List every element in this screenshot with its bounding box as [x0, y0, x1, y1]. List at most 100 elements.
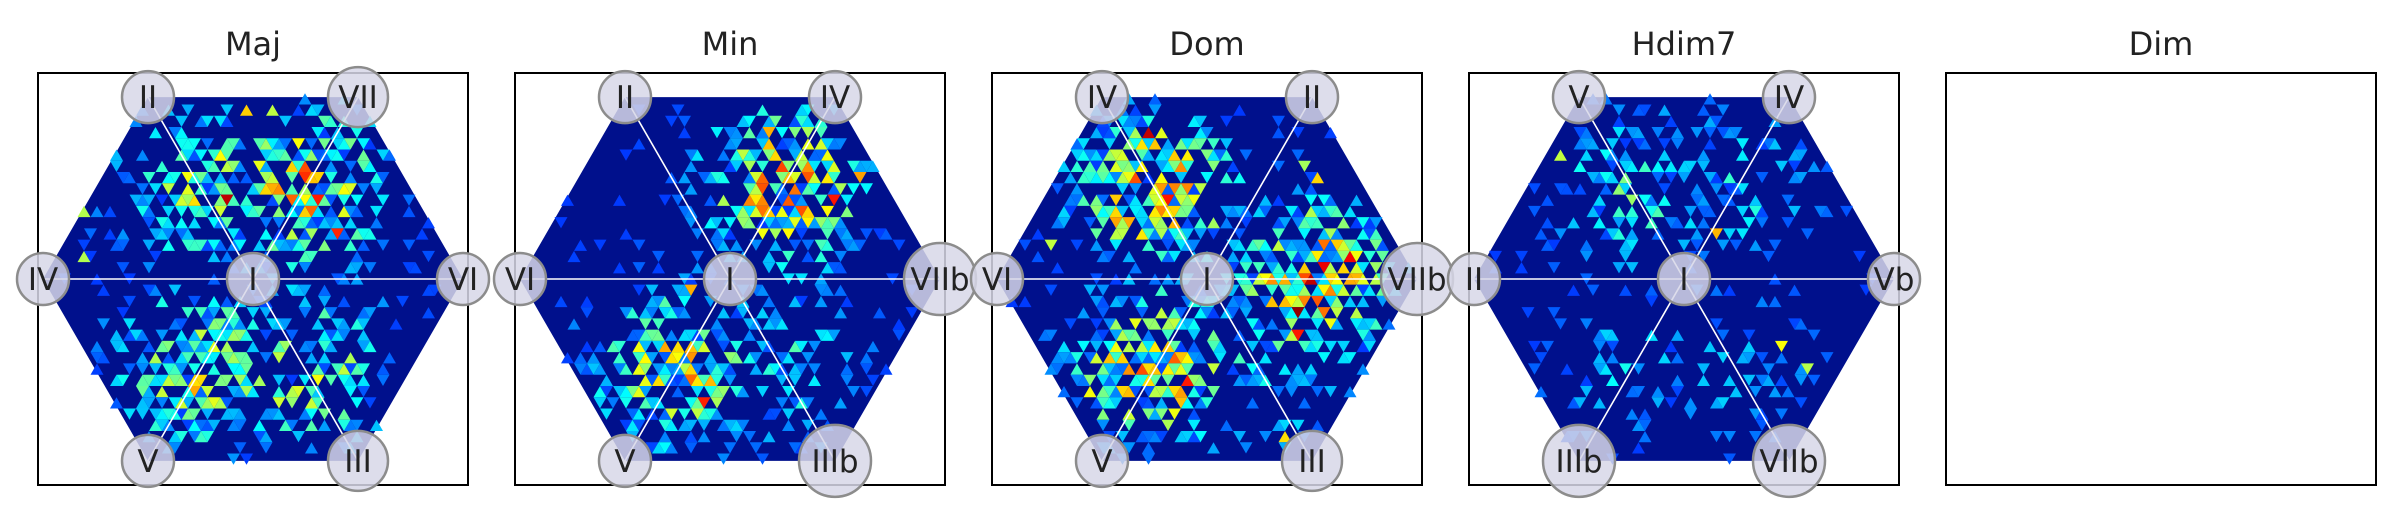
density-cell: [782, 217, 795, 229]
density-cell: [1638, 408, 1652, 420]
density-cell: [1109, 352, 1123, 364]
density-cell: [587, 363, 600, 375]
density-cell: [1142, 385, 1155, 398]
density-cell: [1350, 262, 1363, 274]
vertex-top-right-label: II: [1303, 80, 1321, 116]
density-cell: [1638, 430, 1652, 443]
density-cell: [1697, 363, 1710, 375]
density-cell: [1135, 340, 1149, 353]
density-cell: [1122, 115, 1136, 128]
density-cell: [1755, 205, 1769, 218]
vertex-top-left-label: II: [139, 80, 157, 116]
density-cell: [801, 239, 815, 251]
density-cell: [1547, 262, 1561, 274]
density-cell: [775, 262, 789, 274]
density-cell: [1168, 228, 1181, 240]
density-cell: [279, 340, 292, 353]
density-cell: [1528, 340, 1541, 353]
density-cell: [821, 205, 834, 218]
density-cell: [220, 307, 234, 319]
density-cell: [749, 239, 763, 251]
density-cell: [181, 183, 195, 195]
density-cell: [788, 194, 802, 206]
density-cell: [240, 194, 253, 206]
density-cell: [717, 194, 730, 206]
density-cell: [1116, 295, 1129, 308]
panel-title: Dim: [2129, 25, 2194, 63]
density-cell: [285, 397, 299, 409]
density-cell: [1781, 194, 1795, 206]
density-cell: [1337, 217, 1350, 229]
density-cell: [337, 363, 351, 375]
density-cell: [1311, 307, 1324, 319]
density-cell: [1116, 329, 1129, 341]
density-cell: [769, 239, 782, 251]
density-cell: [376, 374, 390, 386]
density-cell: [168, 127, 182, 139]
density-cell: [207, 250, 221, 263]
density-cell: [227, 419, 240, 431]
density-cell: [749, 183, 763, 195]
density-cell: [723, 352, 737, 364]
density-cell: [1090, 172, 1103, 184]
vertex-right-label: VI: [448, 262, 478, 298]
density-cell: [652, 329, 665, 341]
density-cell: [1291, 149, 1305, 161]
density-cell: [305, 442, 318, 454]
density-cell: [749, 442, 763, 454]
vertex-left-label: VI: [505, 262, 535, 298]
density-cell: [1716, 127, 1730, 139]
density-cell: [396, 295, 409, 308]
density-cell: [1109, 228, 1123, 240]
density-cell: [1181, 149, 1194, 161]
density-cell: [1710, 183, 1723, 195]
density-cell: [808, 363, 821, 375]
density-cell: [259, 352, 273, 364]
density-cell: [298, 217, 312, 229]
density-cell: [697, 430, 711, 443]
density-cell: [136, 183, 149, 195]
density-cell: [723, 442, 737, 454]
density-cell: [1207, 228, 1220, 240]
density-cell: [639, 397, 652, 409]
density-cell: [1291, 419, 1305, 431]
density-cell: [743, 127, 756, 139]
density-cell: [318, 307, 331, 319]
density-cell: [808, 149, 821, 161]
density-cell: [123, 172, 136, 184]
density-cell: [678, 329, 691, 341]
density-cell: [1148, 408, 1162, 420]
density-cell: [201, 115, 214, 128]
density-cell: [1103, 363, 1116, 375]
density-cell: [1090, 352, 1103, 364]
density-cell: [305, 385, 318, 398]
density-cell: [1051, 183, 1064, 195]
density-cell: [142, 385, 156, 398]
density-cell: [834, 284, 847, 296]
density-cell: [1716, 397, 1730, 409]
density-cell: [116, 239, 130, 251]
density-cell: [1207, 160, 1220, 173]
density-cell: [1044, 284, 1058, 296]
density-cell: [1298, 397, 1311, 409]
density-cell: [1278, 217, 1292, 229]
density-cell: [220, 104, 234, 116]
density-cell: [422, 217, 435, 229]
density-cell: [1317, 284, 1331, 296]
density-cell: [1729, 127, 1743, 139]
density-cell: [149, 419, 162, 431]
density-cell: [162, 408, 175, 420]
density-cell: [1350, 194, 1363, 206]
density-cell: [645, 295, 659, 308]
density-cell: [1671, 217, 1684, 229]
density-cell: [220, 329, 234, 341]
density-cell: [1181, 183, 1194, 195]
density-cell: [305, 340, 318, 353]
density-cell: [684, 183, 698, 195]
density-cell: [821, 239, 834, 251]
density-cell: [422, 284, 435, 296]
density-cell: [116, 340, 130, 353]
density-cell: [1090, 295, 1103, 308]
density-cell: [710, 239, 724, 251]
density-cell: [905, 307, 919, 319]
